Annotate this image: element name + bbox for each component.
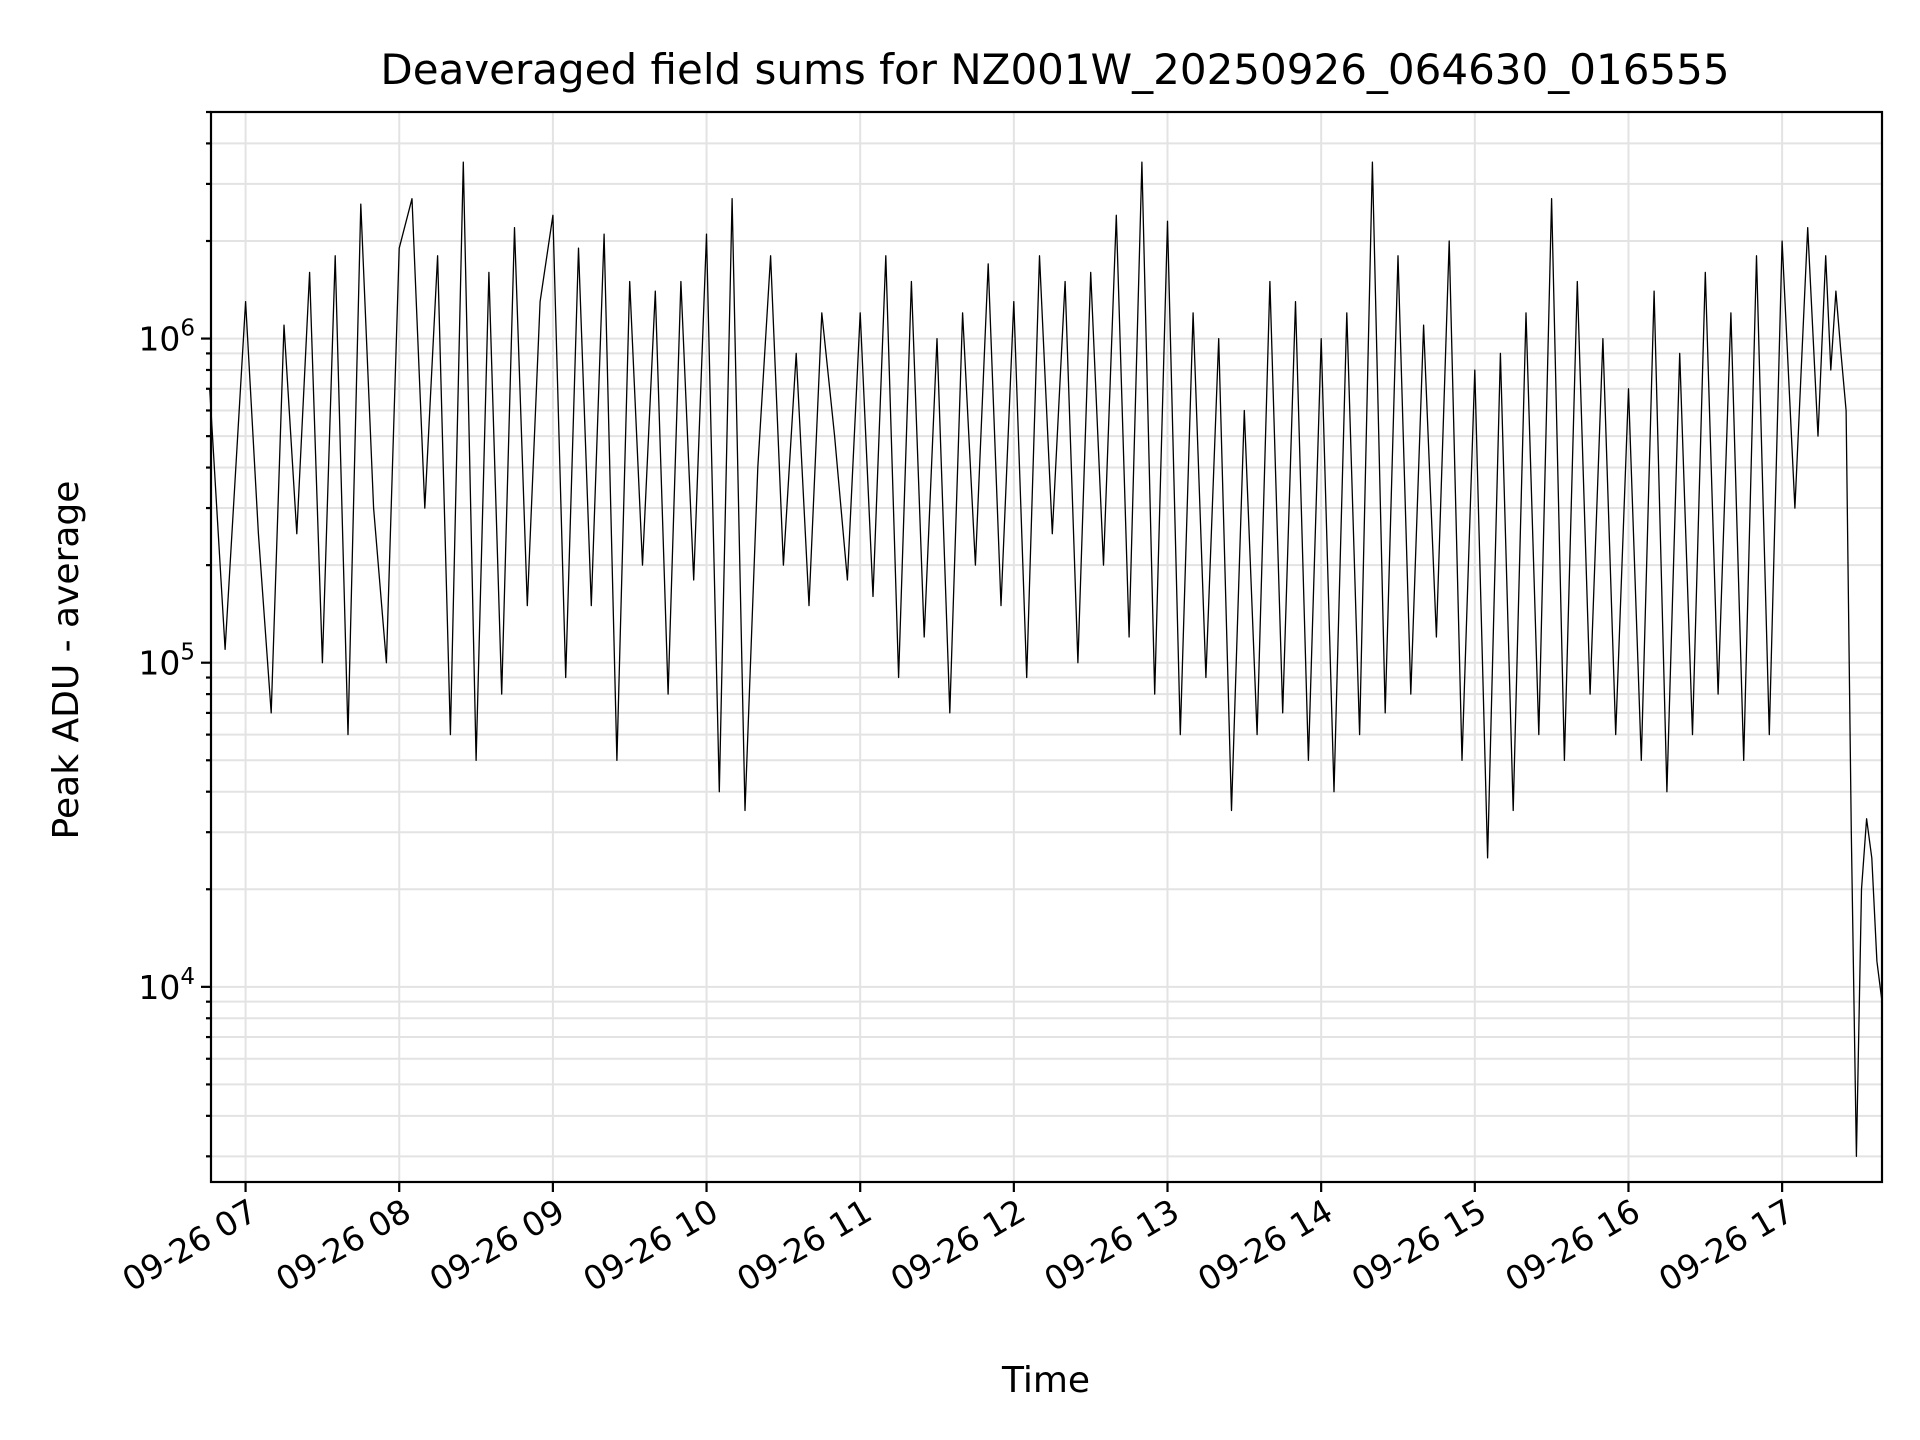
x-tick-label: 09-26 17 [1652, 1191, 1800, 1299]
x-axis: 09-26 07 09-26 08 09-26 09 09-26 10 09-26 11… [116, 1182, 1800, 1299]
x-tick-label: 09-26 08 [269, 1191, 417, 1299]
x-axis-label: Time [1001, 1360, 1090, 1401]
chart-title: Deaveraged field sums for NZ001W_2025092… [380, 45, 1729, 94]
x-tick-label: 09-26 09 [423, 1191, 571, 1299]
x-tick-label: 09-26 12 [884, 1191, 1032, 1299]
y-tick-label: 104 [138, 964, 195, 1007]
y-axis-label: Peak ADU - average [46, 481, 87, 840]
series-layer [209, 161, 1883, 1157]
x-tick-label: 09-26 16 [1498, 1191, 1646, 1299]
y-axis: 104 105 106 [138, 110, 211, 1158]
x-tick-label: 09-26 15 [1345, 1191, 1493, 1299]
plot-frame [209, 110, 1884, 1184]
series-line [209, 161, 1883, 1157]
x-tick-label: 09-26 10 [577, 1191, 725, 1299]
x-tick-label: 09-26 14 [1191, 1191, 1339, 1299]
x-tick-label: 09-26 07 [116, 1191, 264, 1299]
x-tick-label: 09-26 13 [1038, 1191, 1186, 1299]
grid [211, 111, 1882, 1182]
x-tick-label: 09-26 11 [730, 1191, 878, 1299]
y-tick-label: 106 [138, 316, 195, 359]
y-tick-label: 105 [138, 640, 195, 683]
